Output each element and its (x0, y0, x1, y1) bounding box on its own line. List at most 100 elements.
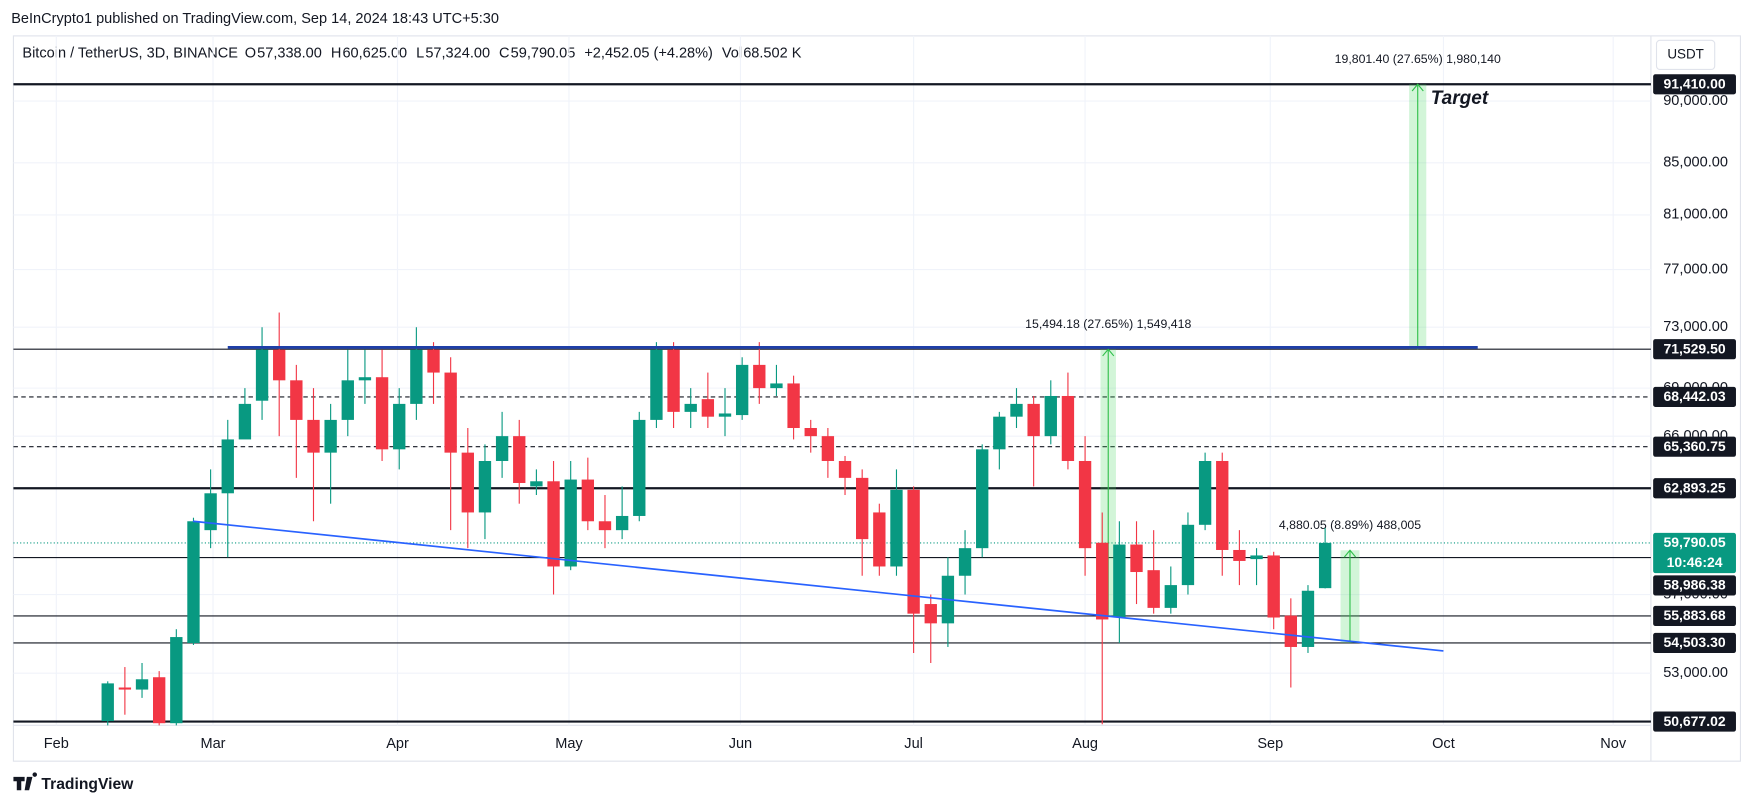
candle-body (461, 452, 474, 513)
ohlc-key: L (416, 46, 424, 62)
candle-body (873, 512, 886, 567)
level-label-box (1653, 386, 1736, 407)
currency: USDT (1667, 46, 1704, 61)
candle-body (1233, 549, 1246, 561)
candle-body (255, 349, 269, 401)
candle-body (341, 380, 354, 420)
level-label-box (1653, 575, 1736, 596)
candle-body (358, 377, 372, 381)
candle-body (101, 683, 114, 722)
candle-body (770, 383, 783, 389)
candle-body (1250, 555, 1263, 560)
x-tick-label: Aug (1072, 736, 1098, 752)
level-label-box (1653, 632, 1736, 653)
y-tick-label: 73,000.00 (1663, 319, 1728, 335)
trendline (192, 520, 1444, 652)
levels (13, 83, 1651, 723)
measure-label: 4,880.05 (8.89%) 488,005 (1279, 518, 1421, 532)
candle-body (718, 413, 732, 417)
candle-body (324, 419, 337, 453)
candle-body (1301, 590, 1315, 647)
volume-key: Vol (722, 46, 742, 62)
candle-body (976, 449, 989, 549)
candle-body (221, 439, 234, 494)
candle-body (993, 416, 1006, 450)
ohlc-key: H (331, 46, 342, 62)
candle-body (958, 548, 972, 576)
candle-body (375, 377, 389, 450)
level-label-box (1653, 74, 1736, 95)
level-label: 65,360.75 (1663, 438, 1725, 454)
candle-body (118, 687, 132, 690)
candle-body (1164, 585, 1177, 608)
x-tick-label: Jul (904, 736, 923, 752)
level-label-box (1653, 605, 1736, 626)
level-label: 91,410.00 (1663, 76, 1725, 92)
arrow-head (1343, 549, 1357, 558)
countdown: 10:46:24 (1667, 554, 1723, 570)
x-tick-label: Jun (729, 736, 752, 752)
candle-body (1130, 544, 1143, 573)
x-tick-label: Sep (1257, 736, 1283, 752)
level-label-box (1653, 478, 1736, 499)
level-label: 50,677.02 (1663, 713, 1725, 729)
candle-body (1061, 395, 1075, 461)
candle-body (1078, 460, 1092, 549)
measure-label: 15,494.18 (27.65%) 1,549,418 (1025, 317, 1191, 331)
level-label: 71,529.50 (1663, 340, 1725, 356)
level-label-box (1653, 339, 1736, 360)
level-label-box (1653, 532, 1736, 574)
ohlc-value: 57,338.00 (257, 46, 322, 62)
currency-box[interactable] (1655, 39, 1716, 71)
candle-body (1096, 542, 1109, 620)
y-tick-label: 85,000.00 (1663, 155, 1728, 171)
candle-body (1147, 570, 1160, 608)
candle-body (547, 481, 560, 567)
ohlc-value: 60,625.00 (342, 46, 407, 62)
y-tick-label: 53,000.00 (1663, 665, 1728, 681)
candle-body (838, 460, 852, 478)
y-tick-label: 81,000.00 (1663, 207, 1728, 223)
x-tick-label: May (555, 736, 583, 752)
candle-body (1113, 544, 1126, 618)
candle-body (530, 481, 543, 487)
candle-body (513, 436, 526, 483)
candle-body (701, 399, 715, 417)
x-tick-label: Feb (44, 736, 69, 752)
ohlc-key: C (499, 46, 510, 62)
candle-body (684, 403, 697, 412)
candle-body (427, 349, 440, 373)
ohlc-value: 57,324.00 (425, 46, 490, 62)
change: +2,452.05 (+4.28%) (584, 46, 713, 62)
x-tick-label: Nov (1600, 736, 1627, 752)
candle-body (290, 380, 303, 420)
candle-body (204, 493, 217, 531)
candle-body (135, 679, 149, 690)
ohlc-value: 59,790.05 (511, 46, 576, 62)
ohlc-key: O (245, 46, 256, 62)
candle-body (495, 436, 509, 461)
level-label: 59,790.05 (1663, 534, 1725, 550)
level-label: 62,893.25 (1663, 480, 1725, 496)
candle-body (890, 489, 903, 567)
candle-body (1267, 555, 1280, 618)
y-tick-label: 90,000.00 (1663, 93, 1728, 109)
target-note: Target (1431, 88, 1489, 109)
candle-body (444, 372, 457, 453)
candle-body (667, 349, 680, 412)
level-label: 68,442.03 (1663, 388, 1725, 404)
candle-body (1216, 460, 1229, 550)
candle-body (1010, 403, 1023, 417)
volume-value: 68.502 K (743, 46, 802, 62)
candle-body (598, 521, 612, 531)
level-label: 55,883.68 (1663, 607, 1725, 623)
level-label: 58,986.38 (1663, 577, 1725, 593)
candle-body (615, 515, 629, 531)
candle-body (307, 419, 320, 453)
level-label-box (1653, 436, 1736, 457)
symbol: Bitcoin / TetherUS, 3D, BINANCE (22, 46, 238, 62)
arrow-head (1102, 348, 1115, 357)
